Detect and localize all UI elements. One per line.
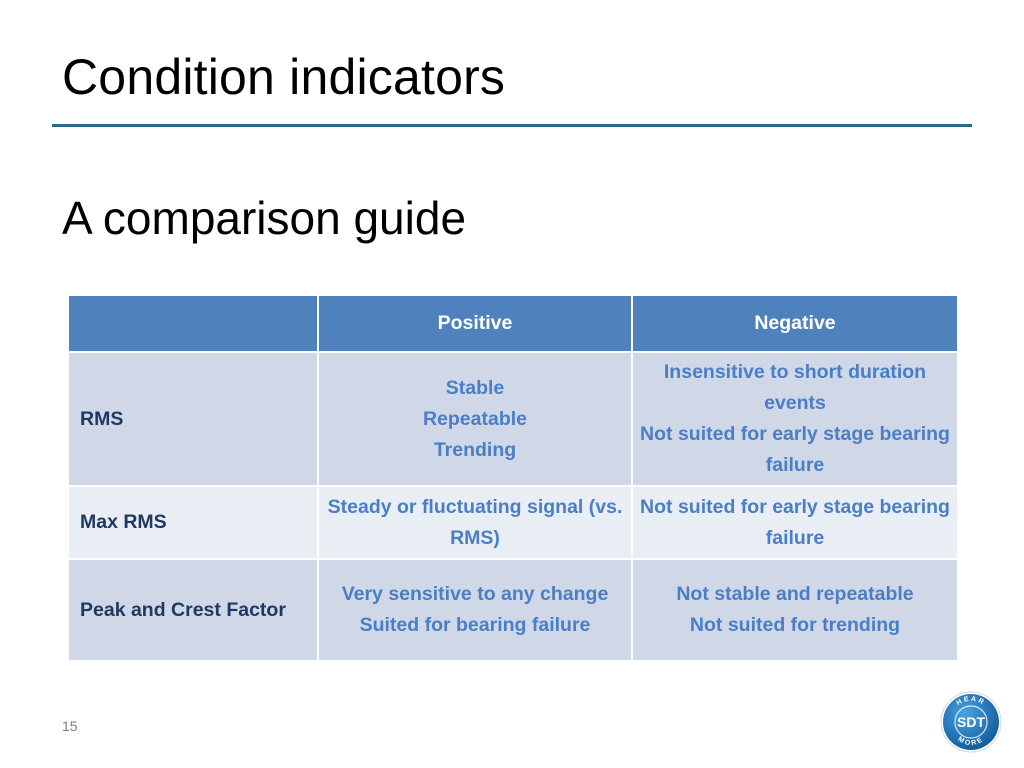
header-cell-positive: Positive	[317, 294, 633, 353]
negative-cell-rms: Insensitive to short duration events Not…	[631, 351, 959, 487]
negative-item: Not suited for early stage bearing failu…	[640, 495, 950, 549]
positive-cell-peak-crest: Very sensitive to any change Suited for …	[317, 558, 633, 662]
svg-text:MORE: MORE	[957, 736, 986, 748]
svg-text:HEAR: HEAR	[956, 696, 987, 707]
table-row: Peak and Crest Factor Very sensitive to …	[67, 558, 959, 662]
negative-item: Not stable and repeatable	[676, 583, 914, 605]
positive-cell-max-rms: Steady or fluctuating signal (vs. RMS)	[317, 485, 633, 560]
logo-ring-bottom: MORE	[957, 736, 984, 748]
negative-item: Not suited for early stage bearing failu…	[640, 423, 950, 476]
comparison-table: Positive Negative RMS Stable Repeatable …	[67, 294, 959, 662]
positive-item: Suited for bearing failure	[359, 614, 591, 636]
positive-item: Repeatable	[422, 407, 528, 430]
header-cell-empty	[67, 294, 319, 353]
positive-item: Very sensitive to any change	[341, 583, 609, 605]
logo-text: SDT	[957, 714, 985, 730]
positive-item: Trending	[433, 438, 517, 461]
sdt-logo: HEAR MORE SDT	[940, 691, 1002, 753]
negative-item: Insensitive to short duration events	[663, 361, 927, 414]
negative-item: Not suited for trending	[689, 614, 901, 636]
positive-item: Steady or fluctuating signal (vs. RMS)	[327, 495, 623, 549]
page-number: 15	[62, 718, 78, 734]
row-label-max-rms: Max RMS	[67, 485, 319, 560]
positive-cell-rms: Stable Repeatable Trending	[317, 351, 633, 487]
negative-cell-peak-crest: Not stable and repeatable Not suited for…	[631, 558, 959, 662]
title-divider	[52, 124, 972, 127]
negative-cell-max-rms: Not suited for early stage bearing failu…	[631, 485, 959, 560]
table-row: Max RMS Steady or fluctuating signal (vs…	[67, 485, 959, 560]
row-label-rms: RMS	[67, 351, 319, 487]
row-label-peak-crest: Peak and Crest Factor	[67, 558, 319, 662]
slide-subtitle: A comparison guide	[62, 192, 467, 244]
slide-title: Condition indicators	[62, 49, 506, 105]
header-cell-negative: Negative	[631, 294, 959, 353]
logo-ring-top: HEAR	[956, 696, 985, 707]
table-row: RMS Stable Repeatable Trending Insensiti…	[67, 351, 959, 487]
table-header-row: Positive Negative	[67, 294, 959, 353]
positive-item: Stable	[445, 376, 505, 399]
